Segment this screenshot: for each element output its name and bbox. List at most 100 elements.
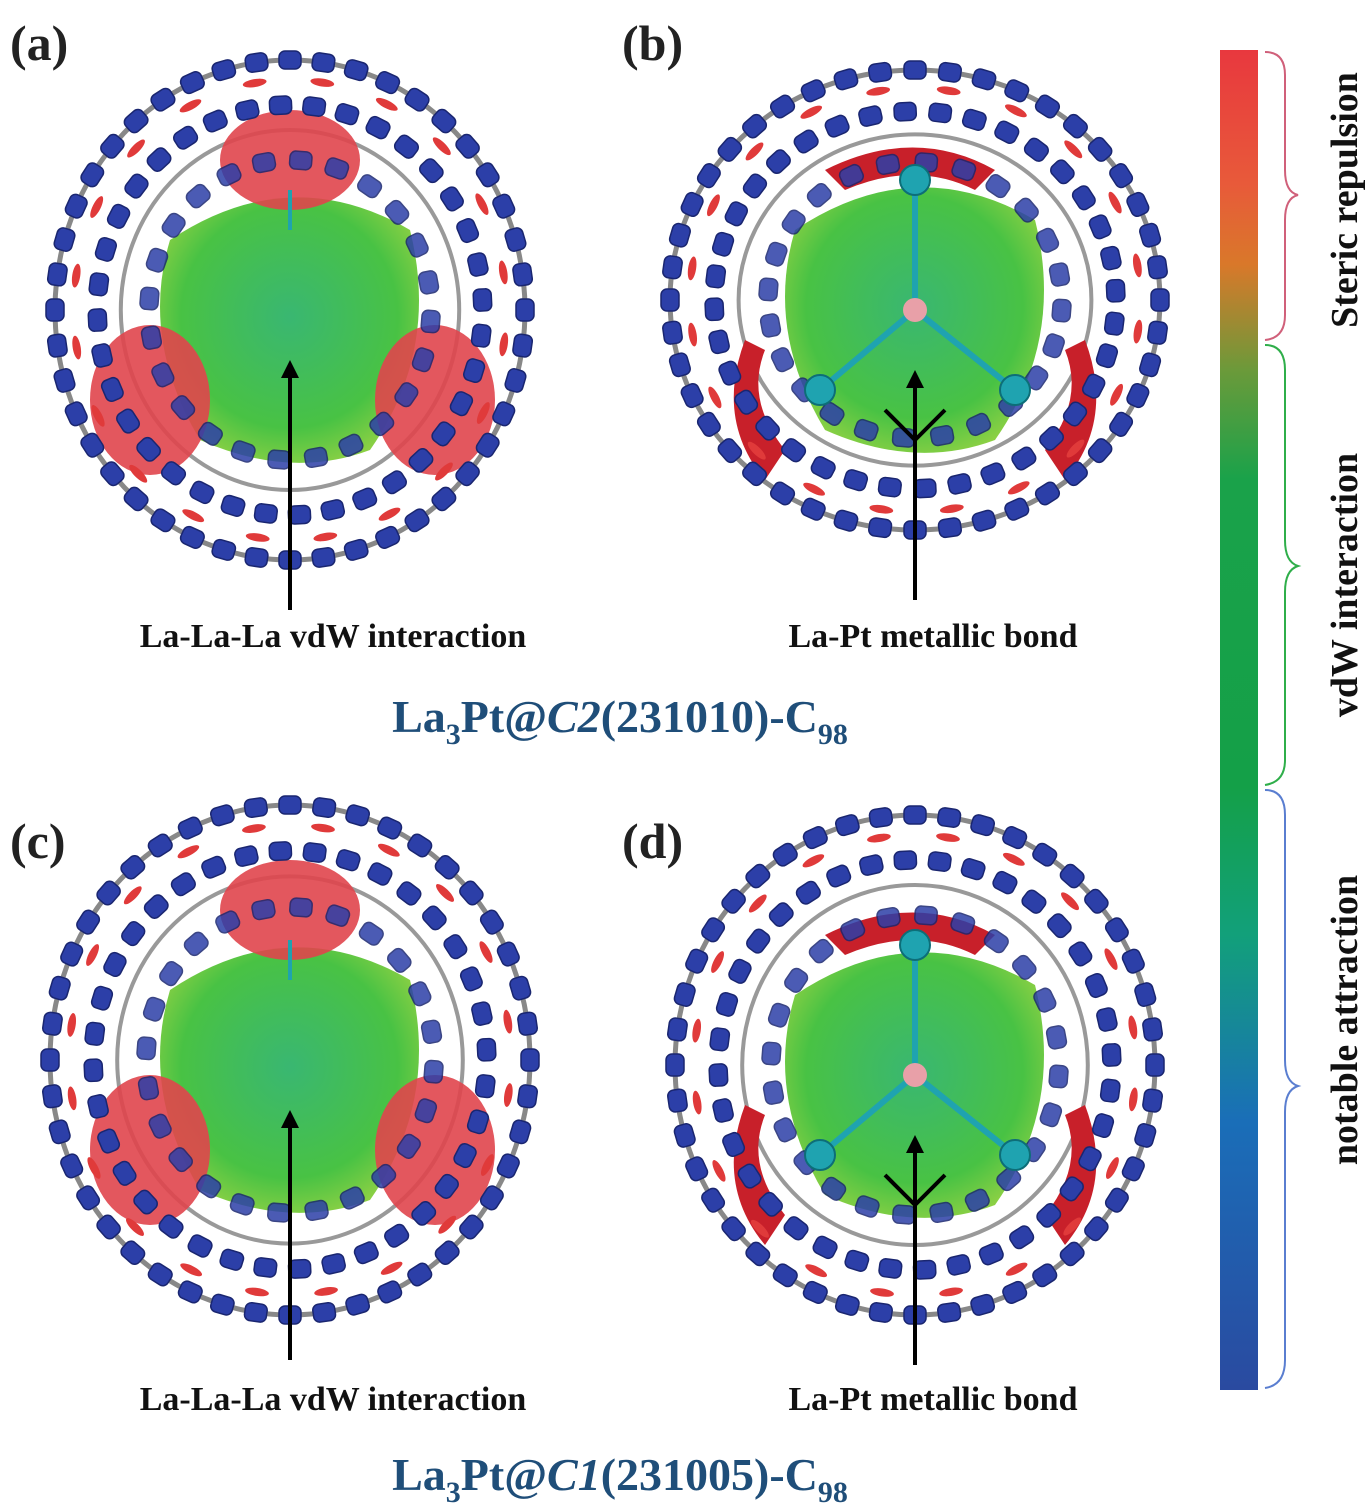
pt-atom bbox=[903, 298, 927, 322]
carbon-bond bbox=[504, 367, 527, 393]
la-atom bbox=[1000, 375, 1030, 405]
repulsion-disk bbox=[1128, 1087, 1139, 1112]
carbon-bond bbox=[334, 102, 360, 126]
colorbar-label: vdW interaction bbox=[1324, 453, 1366, 717]
carbon-bond bbox=[679, 191, 705, 218]
figure: (a) (b) (c) (d) La-La-La vdW interaction… bbox=[0, 0, 1372, 1511]
carbon-bond bbox=[1033, 93, 1061, 120]
carbon-bond bbox=[123, 172, 151, 200]
carbon-bond bbox=[364, 115, 392, 141]
repulsion-disk bbox=[1127, 1015, 1139, 1040]
carbon-bond bbox=[960, 857, 986, 881]
carbon-bond bbox=[799, 78, 826, 104]
pt-atom bbox=[903, 1063, 927, 1087]
la-atom bbox=[805, 1140, 835, 1170]
repulsion-disk bbox=[1103, 1155, 1121, 1180]
carbon-bond bbox=[312, 797, 336, 818]
carbon-bond bbox=[1134, 1122, 1157, 1148]
carbon-bond bbox=[304, 447, 329, 469]
carbon-bond bbox=[345, 1293, 371, 1316]
carbon-bond bbox=[321, 1253, 346, 1275]
carbon-bond bbox=[75, 1184, 102, 1212]
carbon-bond bbox=[1091, 1112, 1115, 1138]
carbon-bond bbox=[418, 270, 440, 295]
carbon-bond bbox=[63, 192, 89, 219]
annotation: La-Pt metallic bond bbox=[789, 1381, 1078, 1418]
carbon-bond bbox=[667, 1088, 688, 1112]
carbon-bond bbox=[244, 547, 268, 568]
carbon-bond bbox=[512, 333, 533, 357]
repulsion-disk bbox=[939, 503, 964, 515]
carbon-bond bbox=[376, 1279, 403, 1305]
carbon-bond bbox=[467, 252, 489, 277]
carbon-bond bbox=[1052, 299, 1072, 322]
carbon-bond bbox=[138, 1076, 160, 1101]
carbon-bond bbox=[254, 503, 278, 524]
repulsion-disk bbox=[1106, 190, 1124, 215]
title-part: 98 bbox=[818, 718, 848, 751]
carbon-bond bbox=[1142, 1017, 1163, 1041]
carbon-bond bbox=[145, 146, 173, 174]
colorbar-gradient bbox=[1220, 50, 1258, 1390]
carbon-bond bbox=[834, 813, 860, 836]
carbon-bond bbox=[961, 108, 987, 132]
repulsion-disk bbox=[379, 1259, 404, 1277]
carbon-bond bbox=[42, 1084, 63, 1108]
carbon-bond bbox=[171, 124, 199, 151]
carbon-bond bbox=[1151, 289, 1169, 311]
carbon-bond bbox=[1039, 1101, 1063, 1128]
repulsion-disk bbox=[1132, 319, 1143, 344]
carbon-bond bbox=[186, 1233, 214, 1259]
title-part: Pt@ bbox=[461, 691, 547, 742]
carbon-bond bbox=[311, 52, 335, 73]
repulsion-disk bbox=[939, 1286, 964, 1298]
repulsion-disk bbox=[434, 882, 457, 905]
la-atom bbox=[900, 165, 930, 195]
carbon-bond bbox=[459, 965, 484, 992]
repulsion-disk bbox=[746, 892, 769, 915]
carbon-bond bbox=[1138, 352, 1161, 378]
repulsion-disk bbox=[241, 823, 266, 835]
repulsion-disk bbox=[704, 193, 722, 218]
carbon-bond bbox=[668, 222, 691, 248]
repulsion-disk bbox=[310, 77, 335, 89]
carbon-bond bbox=[833, 68, 859, 91]
carbon-bond bbox=[269, 842, 292, 861]
carbon-bond bbox=[768, 93, 796, 120]
carbon-bond bbox=[679, 382, 705, 409]
colorbar-label: Steric repulsion bbox=[1324, 72, 1366, 328]
carbon-bond bbox=[875, 153, 900, 175]
carbon-bond bbox=[84, 1059, 103, 1082]
molecule bbox=[41, 796, 539, 1360]
carbon-bond bbox=[279, 796, 301, 814]
carbon-bond bbox=[715, 991, 739, 1017]
repulsion-disk bbox=[710, 1158, 728, 1183]
carbon-bond bbox=[42, 1012, 63, 1036]
carbon-bond bbox=[1022, 136, 1050, 164]
carbon-bond bbox=[869, 807, 893, 828]
carbon-bond bbox=[662, 255, 683, 279]
repulsion-disk bbox=[687, 322, 699, 347]
carbon-bond bbox=[289, 898, 312, 918]
repulsion-disk bbox=[936, 85, 961, 97]
carbon-bond bbox=[380, 469, 408, 496]
carbon-bond bbox=[792, 128, 820, 155]
annotation: La-La-La vdW interaction bbox=[140, 1381, 527, 1418]
carbon-bond bbox=[844, 1249, 870, 1273]
carbon-bond bbox=[41, 1049, 59, 1071]
page: {"panels":[{"label":"(a)","annotation":"… bbox=[0, 0, 1372, 1511]
carbon-bond bbox=[87, 1094, 109, 1119]
carbon-bond bbox=[102, 951, 128, 979]
carbon-bond bbox=[474, 161, 501, 189]
panel-label: (c) bbox=[10, 813, 66, 869]
molecule bbox=[46, 51, 534, 610]
carbon-bond bbox=[904, 806, 926, 824]
carbon-bond bbox=[496, 940, 522, 967]
repulsion-disk bbox=[497, 260, 509, 285]
carbon-bond bbox=[84, 1022, 105, 1046]
annotation: La-Pt metallic bond bbox=[789, 618, 1078, 655]
title-part: (231005)-C bbox=[601, 1449, 818, 1500]
carbon-bond bbox=[516, 299, 534, 321]
repulsion-disk bbox=[801, 852, 826, 870]
brace bbox=[1265, 790, 1298, 1388]
